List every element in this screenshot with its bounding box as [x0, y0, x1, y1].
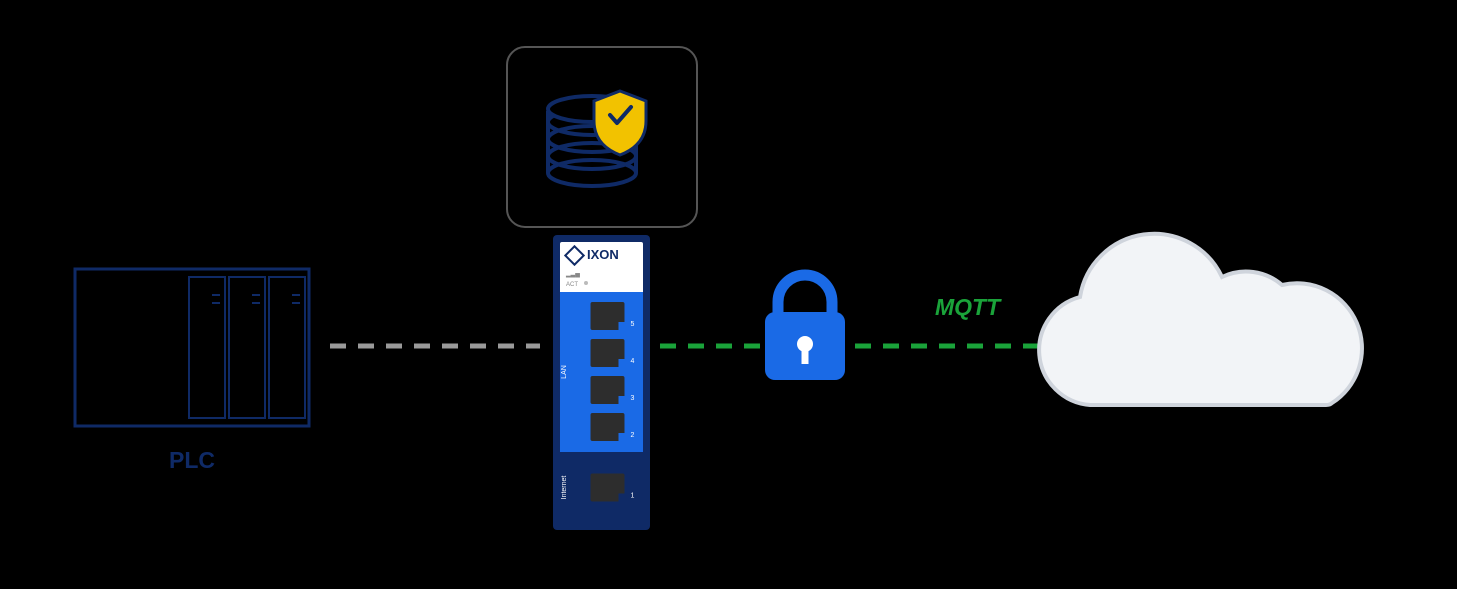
ixon-router: IXON ▂▃▅ ACT 5 4 3 2 LAN 1 Internet [553, 235, 650, 530]
mqtt-label: MQTT [935, 294, 1002, 320]
diagram-canvas: PLC IXON ▂▃▅ ACT 5 4 3 2 LAN 1 Internet MQTT [0, 0, 1457, 589]
svg-text:2: 2 [631, 432, 635, 439]
plc-label: PLC [169, 447, 215, 473]
svg-text:ACT: ACT [566, 282, 578, 288]
svg-text:1: 1 [631, 493, 635, 500]
svg-text:3: 3 [631, 395, 635, 402]
svg-text:Internet: Internet [561, 476, 568, 500]
router-brand: IXON [587, 247, 619, 262]
svg-text:4: 4 [631, 358, 635, 365]
svg-text:▂▃▅: ▂▃▅ [565, 272, 580, 278]
svg-text:5: 5 [631, 321, 635, 328]
svg-text:LAN: LAN [561, 365, 568, 379]
